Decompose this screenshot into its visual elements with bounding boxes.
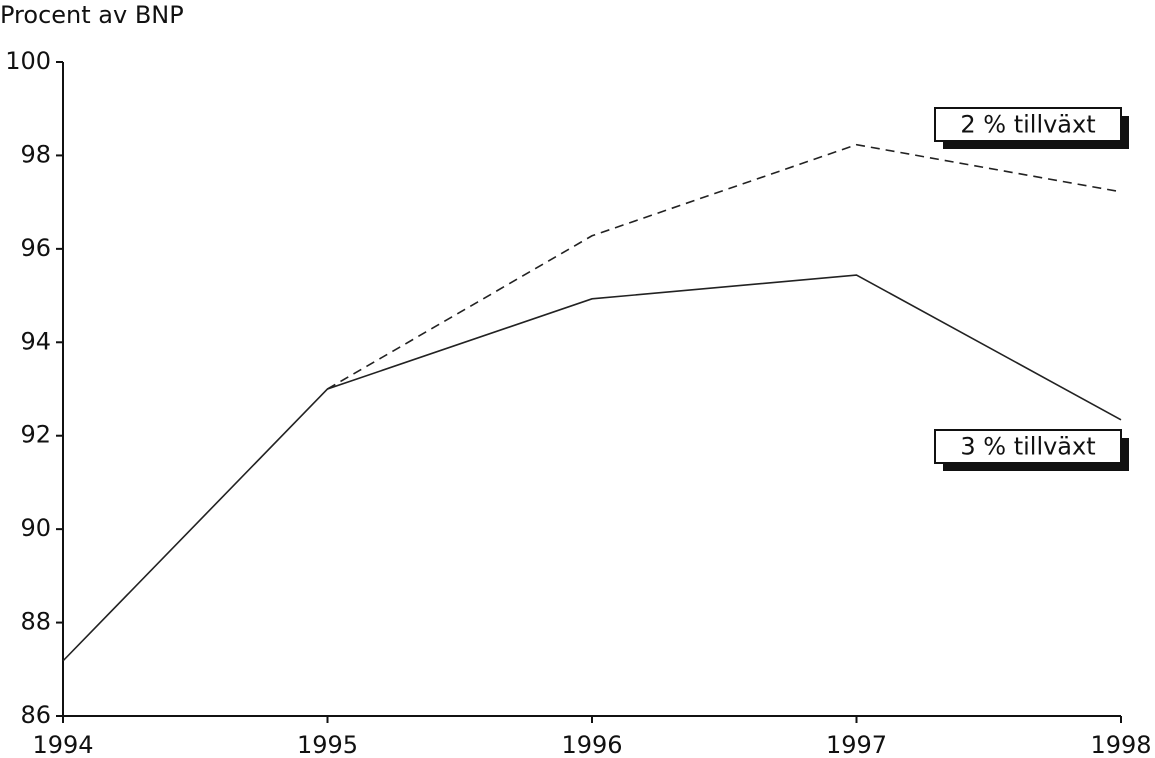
legend-label: 3 % tillväxt <box>960 433 1095 461</box>
y-tick-label: 90 <box>20 514 51 542</box>
y-tick-label: 88 <box>20 608 51 636</box>
x-tick-label: 1994 <box>32 731 93 758</box>
x-tick-label: 1995 <box>297 731 358 758</box>
y-tick-label: 92 <box>20 421 51 449</box>
legend-box <box>934 107 1122 142</box>
x-tick-label: 1996 <box>561 731 622 758</box>
y-tick-label: 94 <box>20 327 51 355</box>
x-tick-label: 1998 <box>1090 731 1151 758</box>
legend-label: 2 % tillväxt <box>960 111 1095 139</box>
y-tick-label: 98 <box>20 140 51 168</box>
series-line <box>327 143 1122 390</box>
y-tick-label: 86 <box>20 701 51 729</box>
y-axis-label: Procent av BNP <box>0 1 184 29</box>
series-line <box>62 274 1122 662</box>
y-tick-label: 96 <box>20 234 51 262</box>
y-tick-label: 100 <box>5 47 51 75</box>
legend-box <box>934 429 1122 464</box>
x-tick-label: 1997 <box>826 731 887 758</box>
